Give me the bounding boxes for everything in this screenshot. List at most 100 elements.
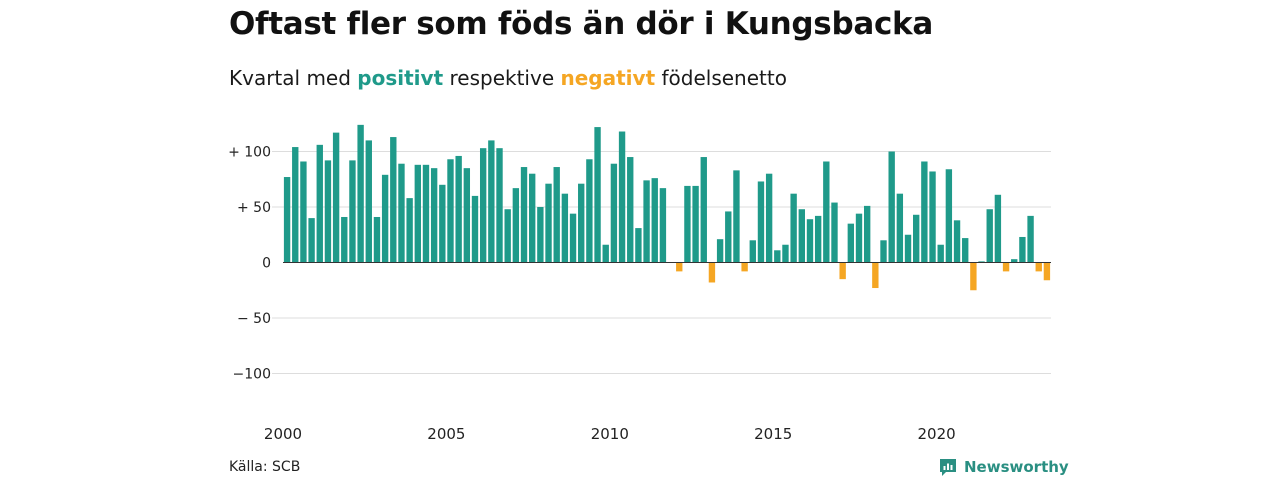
bar [937, 244, 944, 263]
bar [520, 167, 528, 263]
bar [308, 218, 315, 263]
y-tick-label: − 50 [237, 311, 271, 327]
bar [561, 193, 569, 263]
bar [578, 183, 585, 263]
bar [504, 209, 511, 263]
bar [414, 164, 421, 263]
subtitle-negative-word: negativt [560, 66, 656, 90]
bar [569, 213, 577, 263]
bar [1002, 262, 1010, 272]
bar [839, 262, 846, 280]
bar [896, 193, 904, 263]
bar [994, 194, 1002, 263]
bar [921, 161, 928, 263]
bar [978, 261, 985, 263]
bar [774, 250, 781, 263]
newsworthy-logo: Newsworthy [938, 457, 1069, 477]
bar [463, 168, 471, 263]
subtitle-middle: respektive [449, 66, 555, 90]
x-tick-label: 2020 [918, 425, 956, 443]
bar [790, 193, 797, 263]
bar [373, 216, 381, 263]
bar [283, 177, 291, 263]
bar [512, 188, 520, 263]
source-note: Källa: SCB [229, 459, 301, 475]
bar [439, 184, 446, 263]
bar [700, 157, 707, 263]
bar [357, 124, 364, 263]
subtitle-positive-word: positivt [357, 66, 444, 90]
bar [406, 198, 413, 263]
newsworthy-icon [940, 459, 956, 476]
bar [496, 148, 503, 263]
bar [529, 173, 536, 263]
bar [610, 163, 618, 263]
bar [676, 262, 683, 272]
bar [1027, 215, 1034, 263]
bar [643, 180, 650, 263]
bar [1011, 259, 1018, 263]
bar [814, 215, 822, 263]
bar [847, 223, 855, 263]
bar [545, 183, 552, 263]
bar [594, 127, 601, 263]
bar [749, 240, 756, 263]
bar [880, 240, 887, 263]
bar [725, 211, 732, 263]
bar [962, 238, 969, 263]
bar [692, 185, 699, 263]
bar [945, 169, 953, 263]
bar [733, 170, 740, 263]
bar [341, 216, 348, 263]
bar [292, 147, 299, 263]
bar [831, 202, 838, 263]
bar [1035, 262, 1042, 272]
bar [316, 144, 323, 263]
bar [863, 205, 871, 263]
bar [553, 167, 560, 263]
bar [986, 209, 993, 263]
chart-subtitle: Kvartal med positivt respektive negativt… [229, 66, 787, 90]
bar [708, 262, 716, 283]
bar [332, 132, 340, 263]
bar [447, 159, 454, 263]
x-tick-label: 2010 [591, 425, 629, 443]
bar [365, 140, 372, 263]
bar [635, 228, 642, 263]
x-tick-label: 2015 [754, 425, 792, 443]
bar [537, 207, 544, 263]
y-tick-label: −100 [233, 367, 271, 383]
bar [349, 160, 356, 263]
bar [798, 209, 805, 263]
bar [627, 157, 634, 263]
bar [823, 161, 830, 263]
bar [390, 137, 397, 263]
x-tick-label: 2000 [264, 425, 302, 443]
bar [479, 148, 487, 263]
bar [1043, 262, 1051, 281]
bar [659, 188, 667, 263]
bar [904, 234, 912, 263]
subtitle-prefix: Kvartal med [229, 66, 351, 90]
bar [398, 163, 405, 263]
bar [381, 174, 389, 263]
bar [782, 244, 789, 263]
bar [913, 214, 920, 263]
bar [757, 181, 765, 263]
y-tick-label: + 50 [237, 200, 271, 216]
chart-title: Oftast fler som föds än dör i Kungsbacka [229, 6, 933, 42]
x-tick-label: 2005 [427, 425, 465, 443]
bar [651, 178, 658, 263]
bar [888, 151, 895, 263]
bar [618, 131, 626, 263]
bar [602, 244, 609, 263]
bar [1019, 236, 1026, 263]
bar [430, 168, 438, 263]
bar [455, 155, 462, 263]
bar [488, 140, 495, 263]
bar [929, 171, 936, 263]
y-tick-label: + 100 [228, 145, 271, 161]
bar [300, 161, 307, 263]
bar [970, 262, 977, 291]
